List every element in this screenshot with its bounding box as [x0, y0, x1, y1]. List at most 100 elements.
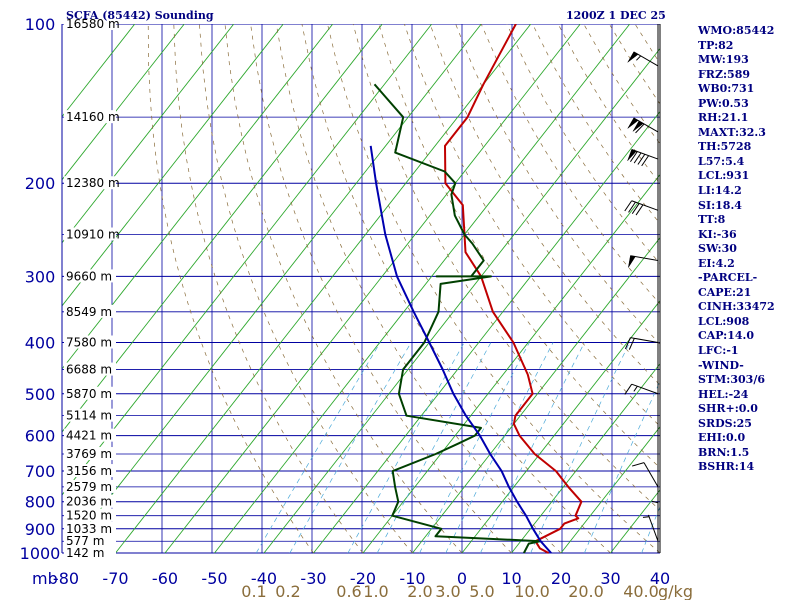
- mixing-ratio-tick-label: 0.2: [275, 582, 300, 600]
- height-label: 577 m: [66, 534, 104, 548]
- isotherm: [362, 173, 660, 554]
- height-label: 12380 m: [66, 176, 120, 190]
- index-item: LCL:931: [698, 169, 750, 183]
- height-label: 5870 m: [66, 387, 112, 401]
- temperature-tick-label: -50: [201, 569, 227, 588]
- mixing-ratio-line: [289, 342, 412, 554]
- dry-adiabat: [199, 24, 413, 554]
- dry-adiabat: [480, 24, 660, 305]
- height-label-bg: [64, 546, 116, 559]
- height-label: 14160 m: [66, 110, 120, 124]
- mixing-ratio-tick-label: 5.0: [469, 582, 494, 600]
- temperature-tick-label: 30: [600, 569, 620, 588]
- wind-barb: [627, 148, 659, 167]
- wind-barb: [628, 255, 659, 268]
- station-title: SCFA (85442) Sounding: [66, 9, 214, 22]
- index-item: -WIND-: [698, 358, 744, 372]
- index-item: BSHR:14: [698, 460, 755, 474]
- isotherm: [263, 47, 660, 554]
- temperature-tick-label: -20: [350, 569, 376, 588]
- mixing-ratio-tick-label: 2.0: [407, 582, 432, 600]
- index-item: CAPE:21: [698, 285, 752, 299]
- height-label-bg: [64, 464, 116, 478]
- height-label-bg: [64, 447, 116, 461]
- dry-adiabat: [275, 24, 562, 554]
- mixing-ratio-unit: g/kg: [658, 582, 693, 600]
- wind-barb: [627, 51, 659, 67]
- dry-adiabat: [173, 24, 364, 554]
- index-item: PW:0.53: [698, 96, 749, 110]
- sounding-trace-0: [444, 24, 583, 554]
- height-label: 4421 m: [66, 429, 112, 443]
- sounding-trace-1: [373, 83, 542, 554]
- isotherm: [65, 24, 482, 554]
- height-label-bg: [64, 408, 116, 422]
- dry-adiabat: [404, 24, 660, 427]
- height-label-bg: [64, 176, 116, 190]
- height-label-bg: [64, 269, 116, 283]
- height-label-bg: [64, 534, 116, 548]
- isotherm: [62, 24, 284, 307]
- height-label: 1033 m: [66, 522, 112, 536]
- dry-adiabat: [147, 24, 314, 554]
- height-label-bg: [64, 508, 116, 522]
- index-item: CINH:33472: [698, 300, 775, 314]
- dry-adiabat: [378, 24, 660, 469]
- index-item: TH:5728: [698, 140, 752, 154]
- isotherm: [412, 236, 660, 554]
- height-label: 10910 m: [66, 228, 120, 242]
- temperature-tick-label: -40: [251, 569, 277, 588]
- pressure-tick-label: 400: [25, 333, 56, 352]
- height-label-bg: [64, 110, 116, 124]
- valid-time: 1200Z 1 DEC 25: [566, 9, 666, 22]
- isotherm: [560, 426, 660, 554]
- height-label: 9660 m: [66, 269, 112, 283]
- index-item: HEL:-24: [698, 387, 749, 401]
- mixing-ratio-line: [419, 342, 530, 554]
- height-label: 142 m: [66, 546, 104, 560]
- wind-barb: [642, 514, 659, 542]
- height-label: 1520 m: [66, 509, 112, 523]
- index-item: TP:82: [698, 38, 734, 52]
- pressure-tick-label: 100: [25, 15, 56, 34]
- pressure-unit-label: mb: [32, 569, 58, 588]
- height-label: 2579 m: [66, 480, 112, 494]
- pressure-tick-label: 900: [25, 520, 56, 539]
- isotherm: [461, 300, 660, 554]
- index-item: SW:30: [698, 242, 737, 256]
- mixing-ratio-line: [584, 380, 660, 554]
- index-item: EHI:0.0: [698, 431, 746, 445]
- temperature-tick-label: -80: [53, 569, 79, 588]
- index-item: SI:18.4: [698, 198, 742, 212]
- index-item: L57:5.4: [698, 154, 745, 168]
- height-label: 8549 m: [66, 305, 112, 319]
- temperature-tick-label: 0: [457, 569, 467, 588]
- temperature-tick-label: 40: [650, 569, 670, 588]
- height-label-bg: [64, 304, 116, 318]
- dry-adiabat: [224, 24, 463, 554]
- index-item: STM:303/6: [698, 373, 765, 387]
- isotherm: [62, 24, 383, 433]
- index-item: LI:14.2: [698, 184, 742, 198]
- height-label-bg: [64, 386, 116, 400]
- wind-barb: [627, 117, 659, 134]
- wind-barb: [631, 462, 659, 488]
- mixing-ratio-line: [376, 342, 492, 554]
- height-label-bg: [64, 335, 116, 349]
- pressure-tick-label: 500: [25, 385, 56, 404]
- height-label: 2036 m: [66, 495, 112, 509]
- wind-barb: [624, 383, 659, 395]
- mixing-ratio-line: [255, 342, 381, 554]
- index-item: SRDS:25: [698, 416, 752, 430]
- temperature-tick-label: 20: [551, 569, 571, 588]
- index-item: KI:-36: [698, 227, 737, 241]
- height-label: 3769 m: [66, 447, 112, 461]
- temperature-tick-label: -70: [102, 569, 128, 588]
- index-item: MW:193: [698, 53, 749, 67]
- isotherm: [164, 24, 581, 554]
- index-item: CAP:14.0: [698, 329, 755, 343]
- pressure-tick-label: 200: [25, 174, 56, 193]
- mixing-ratio-line: [530, 342, 630, 554]
- height-label-bg: [64, 227, 116, 241]
